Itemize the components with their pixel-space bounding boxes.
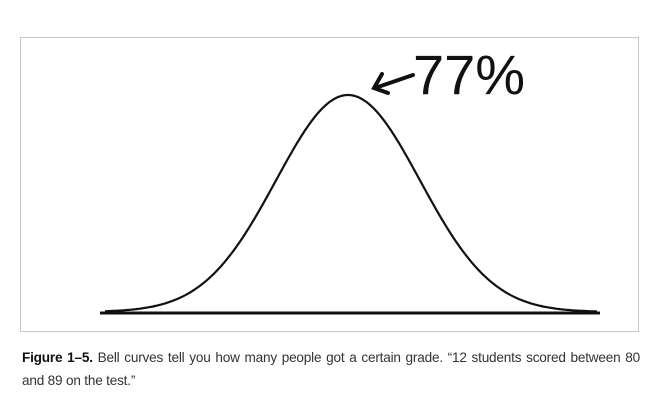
figure-caption: Figure 1–5. Bell curves tell you how man… [22, 346, 640, 392]
bell-curve [104, 93, 598, 313]
bell-curve-figure: 77% [100, 43, 600, 315]
figure-frame [20, 37, 639, 332]
caption-text: Bell curves tell you how many people got… [22, 350, 640, 388]
left-arrow-icon [371, 72, 415, 95]
figure-label: Figure 1–5. [22, 350, 93, 365]
peak-annotation: 77% [413, 43, 525, 106]
